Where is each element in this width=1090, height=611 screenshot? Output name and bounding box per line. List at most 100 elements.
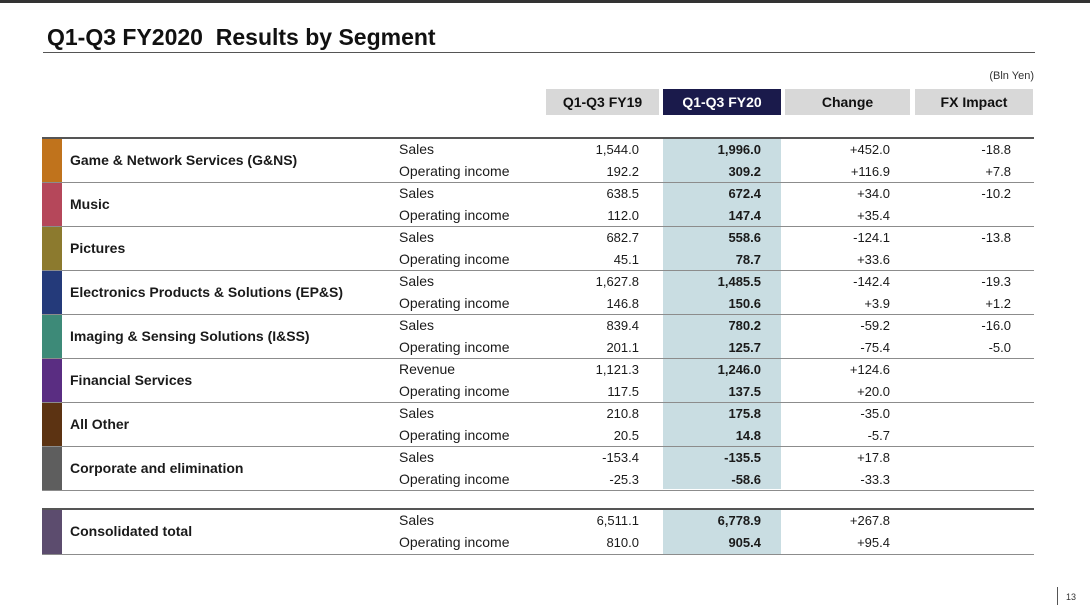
change-value: +124.6 — [849, 362, 890, 377]
row-label: Operating income — [399, 295, 510, 311]
segment-8-name: Corporate and elimination — [70, 460, 244, 476]
fx-impact-value: +7.8 — [985, 164, 1011, 179]
segment-7-color-bar — [42, 403, 62, 447]
fx-impact-value: -18.8 — [981, 142, 1011, 157]
change-value: -142.4 — [853, 274, 890, 289]
fx-impact-value: +1.2 — [985, 296, 1011, 311]
change-value: -75.4 — [860, 340, 890, 355]
row-label: Sales — [399, 185, 435, 201]
column-header-change: Change — [785, 89, 910, 115]
row-label: Revenue — [399, 361, 456, 377]
title-underline — [43, 52, 1035, 53]
fy19-value: 117.5 — [607, 384, 639, 399]
fy20-value: 125.7 — [728, 340, 761, 355]
segment-separator — [42, 358, 1034, 359]
segment-3-name: Pictures — [70, 240, 126, 256]
change-value: +116.9 — [850, 164, 890, 179]
slide-title: Q1-Q3 FY2020 Results by Segment — [47, 24, 436, 50]
change-value: -5.7 — [867, 428, 890, 443]
fy19-value: 20.5 — [613, 428, 639, 443]
fy20-value: 175.8 — [728, 406, 761, 421]
segment-7-name: All Other — [70, 416, 130, 432]
segment-2-name: Music — [70, 196, 110, 212]
row-label: Operating income — [399, 471, 510, 487]
segment-4-color-bar — [42, 271, 62, 315]
fy19-value: 201.1 — [606, 340, 639, 355]
segment-separator — [42, 402, 1034, 403]
row-label: Sales — [399, 141, 435, 157]
change-value: +3.9 — [864, 296, 890, 311]
fx-impact-value: -13.8 — [981, 230, 1011, 245]
segment-8-color-bar — [42, 447, 62, 491]
segment-separator — [42, 182, 1034, 183]
change-value: -35.0 — [860, 406, 890, 421]
fy20-value: 672.4 — [728, 186, 761, 201]
fy19-value: 45.1 — [613, 252, 639, 267]
row-label: Operating income — [399, 383, 510, 399]
fx-impact-value: -10.2 — [981, 186, 1011, 201]
consolidated-total-name: Consolidated total — [70, 523, 193, 539]
change-value: +34.0 — [857, 186, 890, 201]
fy19-value: 6,511.1 — [596, 513, 639, 528]
row-label: Operating income — [399, 534, 510, 550]
segment-6-color-bar — [42, 359, 62, 403]
fy19-value: 210.8 — [606, 406, 639, 421]
page-number-divider — [1057, 587, 1058, 605]
fy19-value: -153.4 — [602, 450, 639, 465]
segment-5-name: Imaging & Sensing Solutions (I&SS) — [70, 328, 310, 344]
fy19-value: 192.2 — [606, 164, 639, 179]
row-label: Sales — [399, 512, 435, 528]
fy19-value: 1,627.8 — [595, 274, 639, 289]
segment-separator — [42, 490, 1034, 491]
fy19-value: 638.5 — [606, 186, 639, 201]
segment-1-name: Game & Network Services (G&NS) — [70, 152, 298, 168]
unit-note: (Bln Yen) — [989, 70, 1034, 82]
change-value: +267.8 — [849, 513, 890, 528]
fy20-highlight-total — [663, 510, 781, 555]
fy20-value: 14.8 — [735, 428, 761, 443]
table-top-rule — [42, 137, 1034, 139]
fy19-value: 112.0 — [607, 208, 639, 223]
fy20-value: 150.6 — [728, 296, 761, 311]
change-value: +20.0 — [857, 384, 890, 399]
segment-separator — [42, 314, 1034, 315]
fy20-value: 78.7 — [735, 252, 761, 267]
fy20-value: 558.6 — [728, 230, 761, 245]
change-value: +35.4 — [857, 208, 890, 223]
row-label: Operating income — [399, 339, 510, 355]
fy20-value: 780.2 — [728, 318, 761, 333]
segment-separator — [42, 270, 1034, 271]
row-label: Sales — [399, 229, 435, 245]
fy20-value: 137.5 — [728, 384, 761, 399]
change-value: -59.2 — [860, 318, 890, 333]
slide-top-border — [0, 0, 1090, 3]
row-label: Operating income — [399, 427, 510, 443]
segment-6-name: Financial Services — [70, 372, 193, 388]
fy20-value: 1,246.0 — [717, 362, 761, 377]
segment-separator — [42, 226, 1034, 227]
fy20-value: 147.4 — [728, 208, 761, 223]
fy20-value: 1,996.0 — [717, 142, 761, 157]
change-value: +452.0 — [849, 142, 890, 157]
segment-separator — [42, 446, 1034, 447]
row-label: Sales — [399, 273, 435, 289]
change-value: -124.1 — [853, 230, 890, 245]
segment-3-color-bar — [42, 227, 62, 271]
row-label: Sales — [399, 449, 435, 465]
column-header-fy20: Q1-Q3 FY20 — [663, 89, 781, 115]
change-value: +17.8 — [857, 450, 890, 465]
fy20-value: -135.5 — [724, 450, 761, 465]
column-header-fx-impact: FX Impact — [915, 89, 1033, 115]
segment-2-color-bar — [42, 183, 62, 227]
fy20-value: 1,485.5 — [717, 274, 761, 289]
row-label: Sales — [399, 317, 435, 333]
change-value: +33.6 — [857, 252, 890, 267]
fy20-value: 905.4 — [728, 535, 761, 550]
fy20-value: 6,778.9 — [717, 513, 761, 528]
fy19-value: 1,121.3 — [595, 362, 639, 377]
row-label: Operating income — [399, 207, 510, 223]
row-label: Operating income — [399, 163, 510, 179]
total-bottom-rule — [42, 554, 1034, 555]
segment-5-color-bar — [42, 315, 62, 359]
fy19-value: -25.3 — [609, 472, 639, 487]
